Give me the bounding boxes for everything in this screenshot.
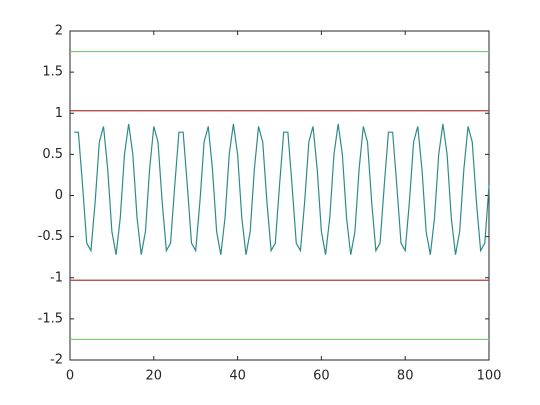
x-tick-label: 60 [313,369,330,384]
x-tick-label: 0 [66,369,74,384]
series-line [74,123,490,255]
y-tick-label: 0 [55,188,63,203]
y-tick-label: 2 [55,24,63,39]
y-tick-label: 0.5 [42,147,63,162]
x-tick-label: 80 [397,369,414,384]
y-tick-label: -2 [50,353,63,368]
x-tick-label: 100 [477,369,502,384]
y-tick-label: -1 [50,270,63,285]
y-tick-label: 1 [55,106,63,121]
y-tick-label: 1.5 [42,65,63,80]
y-tick-label: -1.5 [38,311,63,326]
x-tick-label: 20 [146,369,163,384]
x-tick-label: 40 [229,369,246,384]
y-tick-label: -0.5 [38,229,63,244]
plot-box [69,30,490,361]
